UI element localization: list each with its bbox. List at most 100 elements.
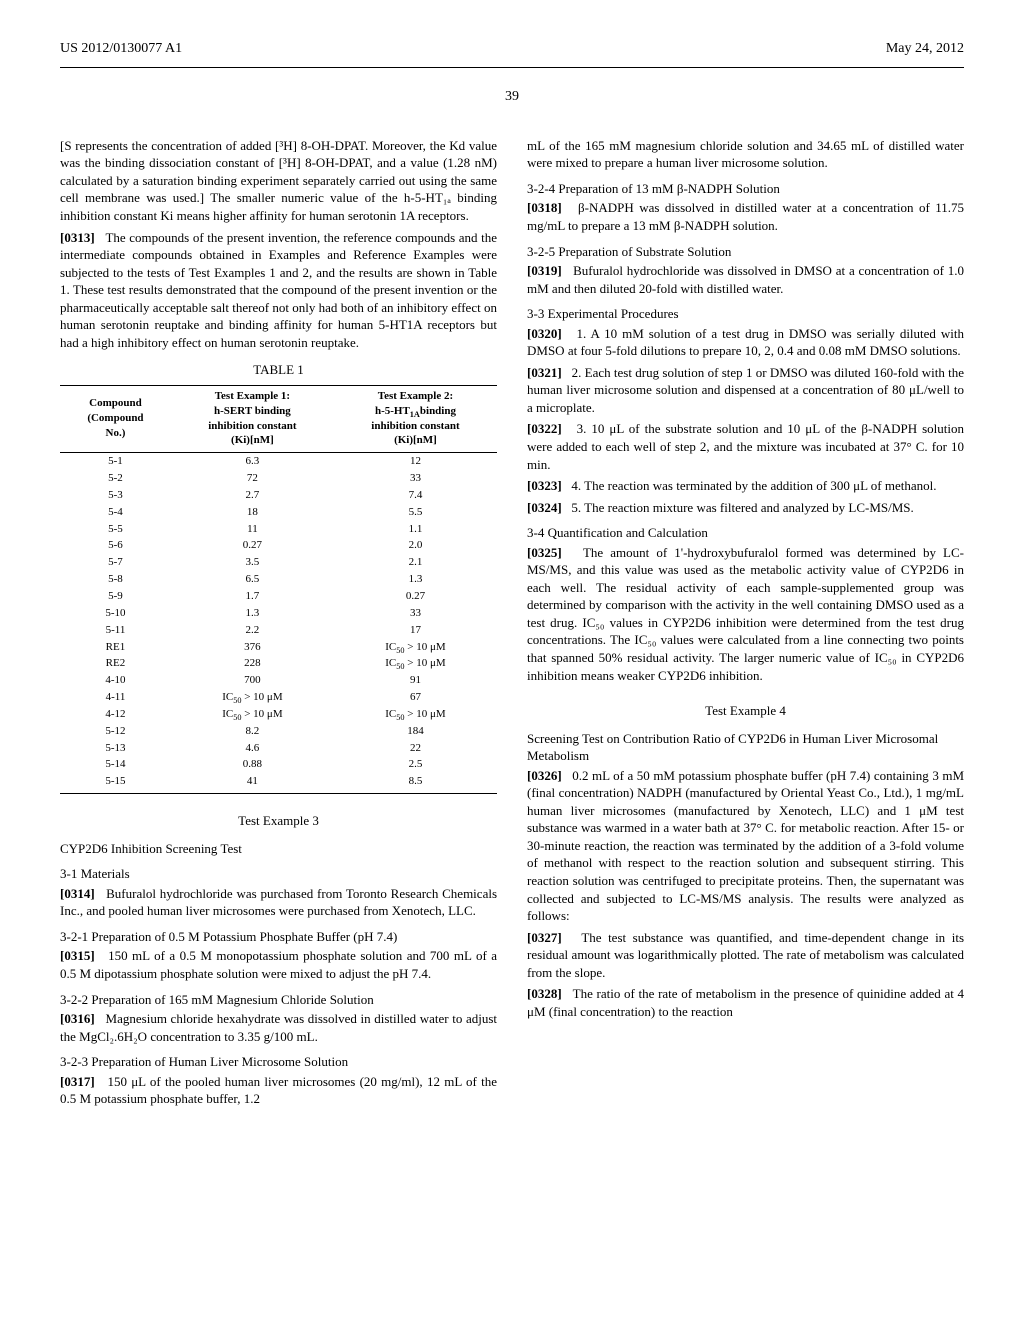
- table-cell: 5-9: [60, 588, 171, 605]
- table-cell: 4-12: [60, 706, 171, 723]
- table-cell: 22: [334, 740, 497, 757]
- table-cell: 0.27: [334, 588, 497, 605]
- table-cell: 5-12: [60, 723, 171, 740]
- section-heading: 3-3 Experimental Procedures: [527, 305, 964, 323]
- table-cell: 8.2: [171, 723, 334, 740]
- paragraph: [0320] 1. A 10 mM solution of a test dru…: [527, 325, 964, 360]
- para-number: [0318]: [527, 200, 562, 215]
- table-cell: 41: [171, 773, 334, 793]
- para-text: Magnesium chloride hexahydrate was disso…: [60, 1011, 497, 1044]
- right-column: mL of the 165 mM magnesium chloride solu…: [527, 137, 964, 1112]
- table-cell: 67: [334, 689, 497, 706]
- table-cell: 5-15: [60, 773, 171, 793]
- table-cell: 5-14: [60, 756, 171, 773]
- table-row: 5-73.52.1: [60, 554, 497, 571]
- table-row: 5-27233: [60, 470, 497, 487]
- table-cell: 17: [334, 622, 497, 639]
- para-text: Bufuralol hydrochloride was purchased fr…: [60, 886, 497, 919]
- table-row: 5-32.77.4: [60, 487, 497, 504]
- para-text: 3. 10 μL of the substrate solution and 1…: [527, 421, 964, 471]
- table-1: Compound(CompoundNo.) Test Example 1:h-S…: [60, 385, 497, 794]
- paragraph: [S represents the concentration of added…: [60, 137, 497, 225]
- para-number: [0320]: [527, 326, 562, 341]
- paragraph: [0324] 5. The reaction mixture was filte…: [527, 499, 964, 517]
- para-number: [0315]: [60, 948, 95, 963]
- para-text: 2. Each test drug solution of step 1 or …: [527, 365, 964, 415]
- table-row: 5-101.333: [60, 605, 497, 622]
- table-row: 5-15418.5: [60, 773, 497, 793]
- table-cell: 33: [334, 605, 497, 622]
- table-cell: 91: [334, 672, 497, 689]
- paragraph: mL of the 165 mM magnesium chloride solu…: [527, 137, 964, 172]
- para-text: 0.2 mL of a 50 mM potassium phosphate bu…: [527, 768, 964, 923]
- table-row: 4-1070091: [60, 672, 497, 689]
- para-text: 150 μL of the pooled human liver microso…: [60, 1074, 497, 1107]
- table-title: TABLE 1: [60, 361, 497, 379]
- table-cell: 228: [171, 655, 334, 672]
- table-cell: IC50 > 10 μM: [334, 639, 497, 656]
- table-cell: 2.0: [334, 537, 497, 554]
- para-number: [0328]: [527, 986, 562, 1001]
- table-row: 5-112.217: [60, 622, 497, 639]
- left-column: [S represents the concentration of added…: [60, 137, 497, 1112]
- table-cell: 5-3: [60, 487, 171, 504]
- table-cell: 0.27: [171, 537, 334, 554]
- para-text: Bufuralol hydrochloride was dissolved in…: [527, 263, 964, 296]
- para-text: The ratio of the rate of metabolism in t…: [527, 986, 964, 1019]
- table-cell: IC50 > 10 μM: [334, 655, 497, 672]
- table-row: 5-134.622: [60, 740, 497, 757]
- table-cell: 4-10: [60, 672, 171, 689]
- table-cell: RE2: [60, 655, 171, 672]
- table-cell: 6.3: [171, 453, 334, 470]
- table-cell: IC50 > 10 μM: [171, 689, 334, 706]
- para-number: [0316]: [60, 1011, 95, 1026]
- table-cell: 5.5: [334, 504, 497, 521]
- table-cell: 5-11: [60, 622, 171, 639]
- table-cell: 5-10: [60, 605, 171, 622]
- section-heading: 3-4 Quantification and Calculation: [527, 524, 964, 542]
- test-example-heading: Test Example 3: [60, 812, 497, 830]
- table-cell: 33: [334, 470, 497, 487]
- table-row: 5-4185.5: [60, 504, 497, 521]
- table-cell: 2.7: [171, 487, 334, 504]
- paragraph: [0325] The amount of 1'-hydroxybufuralol…: [527, 544, 964, 684]
- header-rule: [60, 67, 964, 68]
- table-cell: 5-7: [60, 554, 171, 571]
- table-cell: 4.6: [171, 740, 334, 757]
- table-row: RE2228IC50 > 10 μM: [60, 655, 497, 672]
- para-number: [0319]: [527, 263, 562, 278]
- para-text: 4. The reaction was terminated by the ad…: [571, 478, 936, 493]
- table-cell: 1.3: [334, 571, 497, 588]
- table-cell: 5-5: [60, 521, 171, 538]
- table-cell: 4-11: [60, 689, 171, 706]
- table-cell: 1.3: [171, 605, 334, 622]
- para-text: 150 mL of a 0.5 M monopotassium phosphat…: [60, 948, 497, 981]
- table-row: 4-12IC50 > 10 μMIC50 > 10 μM: [60, 706, 497, 723]
- table-cell: 12: [334, 453, 497, 470]
- table-cell: IC50 > 10 μM: [171, 706, 334, 723]
- paragraph: [0314] Bufuralol hydrochloride was purch…: [60, 885, 497, 920]
- table-cell: 5-2: [60, 470, 171, 487]
- table-cell: 72: [171, 470, 334, 487]
- table-cell: IC50 > 10 μM: [334, 706, 497, 723]
- test-example-heading: Test Example 4: [527, 702, 964, 720]
- para-number: [0322]: [527, 421, 562, 436]
- table-cell: 2.1: [334, 554, 497, 571]
- table-cell: 2.5: [334, 756, 497, 773]
- table-cell: 5-4: [60, 504, 171, 521]
- para-number: [0325]: [527, 545, 562, 560]
- table-cell: 5-8: [60, 571, 171, 588]
- section-heading: 3-2-1 Preparation of 0.5 M Potassium Pho…: [60, 928, 497, 946]
- para-text: 5. The reaction mixture was filtered and…: [571, 500, 913, 515]
- para-number: [0324]: [527, 500, 562, 515]
- table-cell: 18: [171, 504, 334, 521]
- paragraph: [0323] 4. The reaction was terminated by…: [527, 477, 964, 495]
- table-row: 5-5111.1: [60, 521, 497, 538]
- paragraph: [0317] 150 μL of the pooled human liver …: [60, 1073, 497, 1108]
- table-cell: 8.5: [334, 773, 497, 793]
- table-row: 5-60.272.0: [60, 537, 497, 554]
- para-number: [0321]: [527, 365, 562, 380]
- table-cell: RE1: [60, 639, 171, 656]
- table-row: 5-140.882.5: [60, 756, 497, 773]
- table-cell: 5-1: [60, 453, 171, 470]
